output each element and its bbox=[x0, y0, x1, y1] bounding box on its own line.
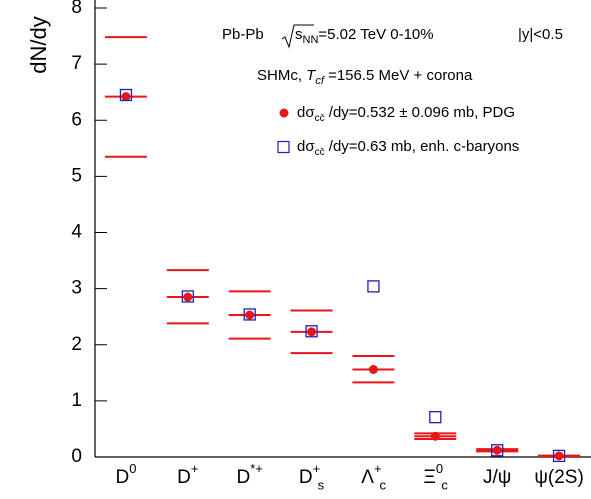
legend-marker bbox=[277, 140, 290, 154]
category-base: D bbox=[299, 467, 313, 488]
legend-sub: cc̄ bbox=[315, 113, 325, 124]
category-sub: c bbox=[441, 477, 448, 492]
data-point bbox=[491, 444, 504, 457]
legend-part: /dy=0.532 ± 0.096 mb, PDG bbox=[325, 104, 515, 121]
data-point bbox=[368, 364, 378, 374]
data-point bbox=[429, 411, 442, 424]
data-point bbox=[305, 325, 318, 338]
category-base: Ξ bbox=[424, 467, 436, 488]
data-point bbox=[243, 308, 256, 321]
data-point bbox=[307, 327, 317, 337]
category-sup: 0 bbox=[129, 461, 136, 476]
legend-sub: cc̄ bbox=[315, 147, 325, 158]
y-tick-label: 1 bbox=[71, 390, 82, 411]
x-tick-label: Ξ0 bbox=[424, 461, 444, 488]
y-tick-label: 2 bbox=[71, 334, 82, 355]
data-point bbox=[121, 92, 131, 102]
x-tick-label: J/ψ bbox=[483, 467, 511, 488]
data-point bbox=[554, 451, 564, 461]
category-base: D bbox=[115, 467, 129, 488]
y-tick-label: 5 bbox=[71, 165, 82, 186]
legend-part: dσ bbox=[297, 138, 315, 155]
legend-part: dσ bbox=[297, 104, 315, 121]
y-axis-label: dN/dy bbox=[26, 16, 51, 73]
x-tick-label: D0 bbox=[115, 461, 136, 488]
legend-label: dσcc̄ /dy=0.63 mb, enh. c-baryons bbox=[297, 138, 519, 158]
y-tick-label: 3 bbox=[71, 278, 82, 299]
annotation-part: s bbox=[295, 26, 303, 43]
data-point bbox=[119, 88, 133, 102]
legend-marker bbox=[279, 108, 289, 118]
annotation-part: |y|<0.5 bbox=[518, 26, 563, 43]
legend-part: /dy=0.63 mb, enh. c-baryons bbox=[325, 138, 520, 155]
data-point bbox=[181, 290, 194, 303]
x-tick-label: D*+ bbox=[236, 461, 262, 488]
data-point bbox=[367, 280, 380, 293]
legend-label: dσcc̄ /dy=0.532 ± 0.096 mb, PDG bbox=[297, 104, 515, 124]
y-tick-label: 6 bbox=[71, 109, 82, 130]
annotation-part: Pb-Pb bbox=[222, 26, 264, 43]
y-tick-label: 7 bbox=[71, 53, 82, 74]
category-base: Λ bbox=[361, 467, 374, 488]
annotation-part: =5.02 TeV 0-10% bbox=[318, 26, 433, 43]
annotation: SHMc, Tcf =156.5 MeV + corona bbox=[257, 67, 473, 87]
category-base: ψ(2S) bbox=[534, 467, 583, 488]
data-point bbox=[552, 449, 566, 463]
x-tick-label: Λ+ bbox=[361, 461, 381, 488]
x-tick-label: D+ bbox=[177, 461, 198, 488]
annotation-part: SHMc, bbox=[257, 67, 306, 84]
category-sup: *+ bbox=[250, 461, 263, 476]
category-base: D bbox=[236, 467, 250, 488]
annotation-part: T bbox=[306, 67, 317, 84]
y-tick-label: 8 bbox=[71, 0, 82, 18]
category-sub: s bbox=[318, 477, 325, 492]
annotation-sub: NN bbox=[303, 34, 319, 46]
category-sup: + bbox=[191, 461, 199, 476]
category-sup: 0 bbox=[436, 461, 443, 476]
x-tick-label: ψ(2S) bbox=[534, 467, 583, 488]
annotation: Pb-Pb sNN=5.02 TeV 0-10% |y|<0.5 bbox=[222, 26, 563, 46]
x-tick-label: D+ bbox=[299, 461, 320, 488]
annotation-sub: cf bbox=[315, 75, 325, 87]
y-tick-label: 0 bbox=[71, 446, 82, 467]
category-sup: + bbox=[374, 461, 382, 476]
category-sup: + bbox=[313, 461, 321, 476]
category-base: J/ψ bbox=[483, 467, 511, 488]
sqrt-sign bbox=[281, 24, 314, 49]
data-point bbox=[183, 292, 193, 302]
data-point bbox=[430, 431, 440, 441]
category-base: D bbox=[177, 467, 191, 488]
data-point bbox=[492, 445, 502, 455]
data-point bbox=[245, 310, 255, 320]
category-sub: c bbox=[379, 477, 386, 492]
annotation-part: =156.5 MeV + corona bbox=[324, 67, 473, 84]
y-tick-label: 4 bbox=[71, 222, 82, 243]
